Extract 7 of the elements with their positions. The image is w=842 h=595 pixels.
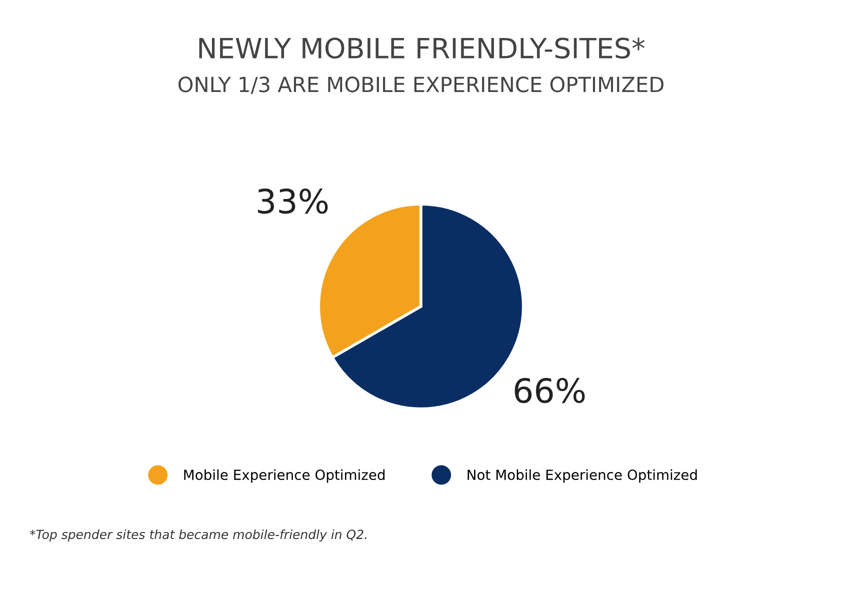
text: *Top spender sites that became mobile-friendly in Q2. xyxy=(30,529,366,542)
legend-label: Not Mobile Experience Optimized xyxy=(468,469,697,483)
chart-title: NEWLY MOBILE FRIENDLY-SITES* xyxy=(199,38,645,59)
data-label: 66% xyxy=(514,378,585,404)
data-label: 33% xyxy=(258,188,328,214)
chart-subtitle: ONLY 1/3 ARE MOBILE EXPERIENCE OPTIMIZED xyxy=(178,76,664,94)
legend-label: Mobile Experience Optimized xyxy=(184,469,385,483)
